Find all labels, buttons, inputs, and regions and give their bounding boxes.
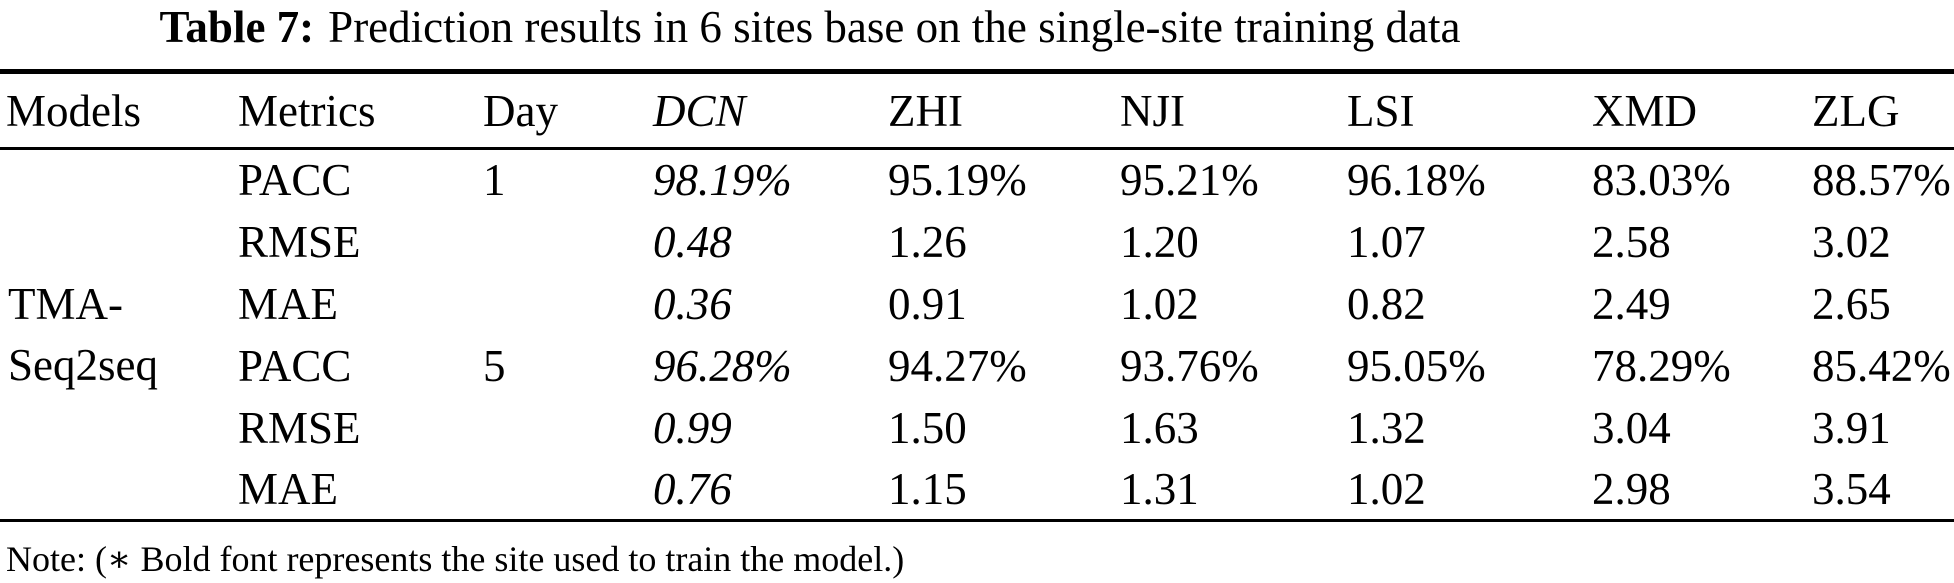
value-cell-xmd: 78.29% bbox=[1592, 340, 1731, 391]
value-cell-lsi: 0.82 bbox=[1347, 278, 1426, 329]
value-cell-dcn: 98.19% bbox=[653, 155, 792, 206]
value-cell-dcn: 0.99 bbox=[653, 402, 732, 453]
value-cell-dcn: 0.76 bbox=[653, 463, 732, 514]
value-cell-zlg: 3.54 bbox=[1812, 463, 1891, 514]
metric-cell: RMSE bbox=[238, 402, 361, 453]
value-cell-nji: 1.02 bbox=[1120, 278, 1199, 329]
table-row: PACC 5 96.28% 94.27% 93.76% 95.05% 78.29… bbox=[0, 335, 1954, 397]
day-cell: 1 bbox=[483, 155, 506, 206]
value-cell-zlg: 2.65 bbox=[1812, 278, 1891, 329]
value-cell-nji: 95.21% bbox=[1120, 155, 1259, 206]
day-cell bbox=[483, 459, 653, 521]
value-cell-dcn: 0.36 bbox=[653, 278, 732, 329]
value-cell-nji: 1.31 bbox=[1120, 463, 1199, 514]
col-header-nji: NJI bbox=[1120, 71, 1347, 150]
table-footnote: Note: (∗ Bold font represents the site u… bbox=[6, 539, 905, 579]
table-row: TMA- Seq2seq PACC 1 98.19% 95.19% 95.21%… bbox=[0, 149, 1954, 389]
value-cell-zhi: 95.19% bbox=[888, 155, 1027, 206]
results-table: Models Metrics Day DCN ZHI NJI LSI XMD Z… bbox=[0, 69, 1954, 522]
value-cell-zhi: 1.50 bbox=[888, 402, 967, 453]
col-header-zlg: ZLG bbox=[1812, 71, 1954, 150]
header-row: Models Metrics Day DCN ZHI NJI LSI XMD Z… bbox=[0, 71, 1954, 150]
col-header-dcn: DCN bbox=[653, 71, 888, 150]
value-cell-lsi: 1.07 bbox=[1347, 216, 1426, 267]
col-header-day: Day bbox=[483, 71, 653, 150]
value-cell-lsi: 1.02 bbox=[1347, 463, 1426, 514]
value-cell-xmd: 2.98 bbox=[1592, 463, 1671, 514]
table-row: MAE 0.36 0.91 1.02 0.82 2.49 2.65 bbox=[0, 273, 1954, 335]
metric-cell: MAE bbox=[238, 278, 338, 329]
metric-cell: MAE bbox=[238, 463, 338, 514]
value-cell-xmd: 3.04 bbox=[1592, 402, 1671, 453]
table-row: RMSE 0.99 1.50 1.63 1.32 3.04 3.91 bbox=[0, 397, 1954, 459]
value-cell-nji: 1.20 bbox=[1120, 216, 1199, 267]
value-cell-zlg: 3.02 bbox=[1812, 216, 1891, 267]
value-cell-dcn: 96.28% bbox=[653, 340, 792, 391]
value-cell-xmd: 2.49 bbox=[1592, 278, 1671, 329]
day-cell bbox=[483, 273, 653, 335]
model-name-line2: Seq2seq bbox=[8, 339, 158, 390]
value-cell-dcn: 0.48 bbox=[653, 216, 732, 267]
value-cell-zhi: 1.26 bbox=[888, 216, 967, 267]
table-row: MAE 0.76 1.15 1.31 1.02 2.98 3.54 bbox=[0, 459, 1954, 521]
value-cell-zhi: 94.27% bbox=[888, 340, 1027, 391]
value-cell-zlg: 3.91 bbox=[1812, 402, 1891, 453]
col-header-xmd: XMD bbox=[1592, 71, 1812, 150]
model-name-line1: TMA- bbox=[8, 278, 123, 329]
metric-cell: PACC bbox=[238, 340, 352, 391]
value-cell-nji: 93.76% bbox=[1120, 340, 1259, 391]
table-caption-text: Prediction results in 6 sites base on th… bbox=[328, 2, 1461, 52]
value-cell-zhi: 1.15 bbox=[888, 463, 967, 514]
value-cell-xmd: 83.03% bbox=[1592, 155, 1731, 206]
table-row: RMSE 0.48 1.26 1.20 1.07 2.58 3.02 bbox=[0, 211, 1954, 273]
value-cell-xmd: 2.58 bbox=[1592, 216, 1671, 267]
value-cell-lsi: 96.18% bbox=[1347, 155, 1486, 206]
metric-cell: PACC bbox=[238, 155, 352, 206]
value-cell-zhi: 0.91 bbox=[888, 278, 967, 329]
value-cell-nji: 1.63 bbox=[1120, 402, 1199, 453]
metric-cell: RMSE bbox=[238, 216, 361, 267]
value-cell-lsi: 1.32 bbox=[1347, 402, 1426, 453]
col-header-lsi: LSI bbox=[1347, 71, 1592, 150]
col-header-metrics: Metrics bbox=[238, 71, 483, 150]
col-header-zhi: ZHI bbox=[888, 71, 1120, 150]
day-cell bbox=[483, 397, 653, 459]
table-caption: Table 7: Prediction results in 6 sites ba… bbox=[0, 2, 1620, 52]
value-cell-zlg: 88.57% bbox=[1812, 155, 1951, 206]
day-cell bbox=[483, 211, 653, 273]
model-name-cell: TMA- Seq2seq bbox=[0, 149, 238, 521]
col-header-models: Models bbox=[0, 71, 238, 150]
value-cell-lsi: 95.05% bbox=[1347, 340, 1486, 391]
value-cell-zlg: 85.42% bbox=[1812, 340, 1951, 391]
day-cell: 5 bbox=[483, 340, 506, 391]
table-caption-label: Table 7: bbox=[159, 2, 315, 52]
